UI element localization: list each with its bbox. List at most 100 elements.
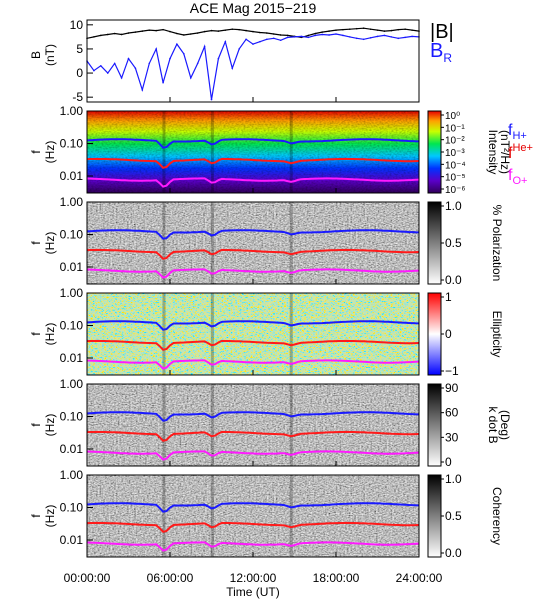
- data-point-1-21: [231, 67, 234, 70]
- gyro-line-fh: [86, 320, 420, 331]
- data-point-0-14: [183, 34, 185, 36]
- y-tick-label-mag-0: -5: [72, 90, 83, 104]
- colorbar: [428, 384, 441, 466]
- data-point-0-29: [286, 34, 289, 37]
- y-axis-label: f: [29, 150, 43, 154]
- event-band-2: [289, 111, 293, 193]
- data-point-1-12: [169, 57, 171, 60]
- colorbar: [428, 202, 441, 284]
- event-band-0: [162, 293, 166, 375]
- colorbar-tick-label-2: 30: [445, 430, 459, 444]
- legend-b-r-sub: R: [443, 51, 452, 65]
- data-point-1-33: [314, 34, 317, 37]
- panel-coherency: 1.00 0.10 0.01 f (Hz) 1.0 0.5 0.0 Coherency: [29, 468, 504, 560]
- data-point-1-3: [106, 72, 109, 74]
- colorbar-tick-label-1: 0.5: [445, 509, 462, 523]
- data-point-1-8: [141, 89, 144, 91]
- data-point-1-35: [328, 34, 330, 36]
- colorbar-label: k dot B: [486, 406, 500, 443]
- colorbar: [428, 293, 441, 375]
- colorbar-tick-label-0: 90: [445, 381, 459, 395]
- data-point-1-30: [293, 36, 296, 38]
- data-point-1-45: [397, 37, 400, 40]
- data-point-0-6: [127, 32, 130, 34]
- gyro-line-fhe: [86, 157, 420, 169]
- data-point-1-32: [307, 36, 310, 39]
- figure-title: ACE Mag 2015−219: [190, 0, 317, 16]
- colorbar-tick-label-0: 10⁰: [445, 111, 460, 122]
- colorbar-tick-label-1: 10⁻¹: [445, 123, 465, 134]
- data-point-0-25: [259, 31, 261, 34]
- legend-f-h-sub: H+: [512, 130, 526, 142]
- colorbar-tick-label-0: 1: [445, 290, 452, 304]
- legend-f-o-main: f: [508, 167, 513, 184]
- data-point-0-10: [155, 29, 157, 32]
- data-point-1-40: [362, 38, 365, 41]
- data-point-1-25: [259, 40, 261, 43]
- colorbar-unit: (nT²/Hz): [498, 130, 512, 174]
- data-point-1-10: [155, 48, 157, 50]
- data-point-0-15: [189, 33, 192, 35]
- colorbar-tick-label-3: 10⁻³: [445, 148, 465, 159]
- data-point-1-38: [349, 36, 351, 38]
- data-point-0-17: [203, 30, 206, 33]
- data-point-0-38: [349, 28, 351, 30]
- data-point-1-2: [100, 65, 102, 67]
- data-point-0-18: [210, 29, 213, 32]
- x-axis: 00:00:00 06:00:00 12:00:00 18:00:00 24:0…: [64, 571, 443, 599]
- data-point-0-13: [176, 32, 178, 35]
- data-point-0-28: [279, 34, 282, 36]
- event-band-0: [162, 202, 166, 284]
- data-point-1-1: [93, 69, 95, 72]
- data-point-0-12: [169, 30, 171, 33]
- data-point-0-3: [106, 33, 109, 36]
- data-point-0-24: [252, 30, 254, 33]
- y-axis-unit: (Hz): [43, 232, 57, 255]
- gyro-line-fhe: [86, 430, 420, 442]
- data-point-0-32: [307, 34, 310, 37]
- data-point-0-22: [238, 28, 240, 31]
- colorbar-tick-label-0: 1.0: [445, 199, 462, 213]
- gyro-line-fo: [86, 268, 420, 279]
- x-axis-label: Time (UT): [226, 585, 280, 599]
- event-band-2: [289, 202, 293, 284]
- event-band-0: [162, 111, 166, 193]
- y-tick-label-2: 0.01: [60, 169, 84, 183]
- event-band-1: [210, 475, 214, 557]
- data-point-0-9: [148, 29, 151, 31]
- data-point-0-42: [376, 29, 379, 31]
- data-point-0-44: [390, 29, 393, 32]
- colorbar-frame: [427, 383, 442, 467]
- data-point-1-28: [279, 39, 282, 42]
- data-point-1-6: [127, 57, 130, 60]
- data-point-1-44: [390, 36, 393, 38]
- data-point-0-11: [162, 28, 164, 31]
- y-axis-unit: (Hz): [43, 505, 57, 528]
- y-tick-label-0: 1.00: [60, 286, 84, 300]
- data-point-0-41: [369, 28, 372, 30]
- legend-f-he: fHe+: [508, 142, 533, 162]
- y-tick-label-2: 0.01: [60, 260, 84, 274]
- data-point-1-29: [286, 36, 289, 39]
- data-point-0-4: [113, 32, 116, 35]
- data-point-0-27: [272, 33, 275, 35]
- data-point-1-42: [376, 35, 379, 38]
- y-tick-label-1: 0.10: [60, 319, 84, 333]
- gyro-line-fh: [86, 411, 420, 422]
- colorbar-label: % Polarization: [490, 205, 504, 282]
- data-point-1-9: [148, 62, 151, 65]
- y-tick-label-2: 0.01: [60, 533, 84, 547]
- y-tick-label-mag-1: 0: [76, 66, 83, 80]
- data-point-0-2: [100, 34, 102, 37]
- legend-f-he-main: f: [508, 145, 513, 162]
- y-tick-label-0: 1.00: [60, 377, 84, 391]
- mag-legend: |B| BR: [430, 21, 454, 65]
- data-point-0-1: [93, 36, 95, 38]
- data-point-0-46: [404, 28, 406, 30]
- data-point-0-26: [266, 32, 268, 34]
- colorbar-unit: (Deg): [498, 410, 512, 440]
- colorbar-label: Ellipticity: [490, 311, 504, 358]
- y-tick-label-1: 0.10: [60, 501, 84, 515]
- y-tick-label-2: 0.01: [60, 442, 84, 456]
- data-point-1-22: [238, 48, 240, 50]
